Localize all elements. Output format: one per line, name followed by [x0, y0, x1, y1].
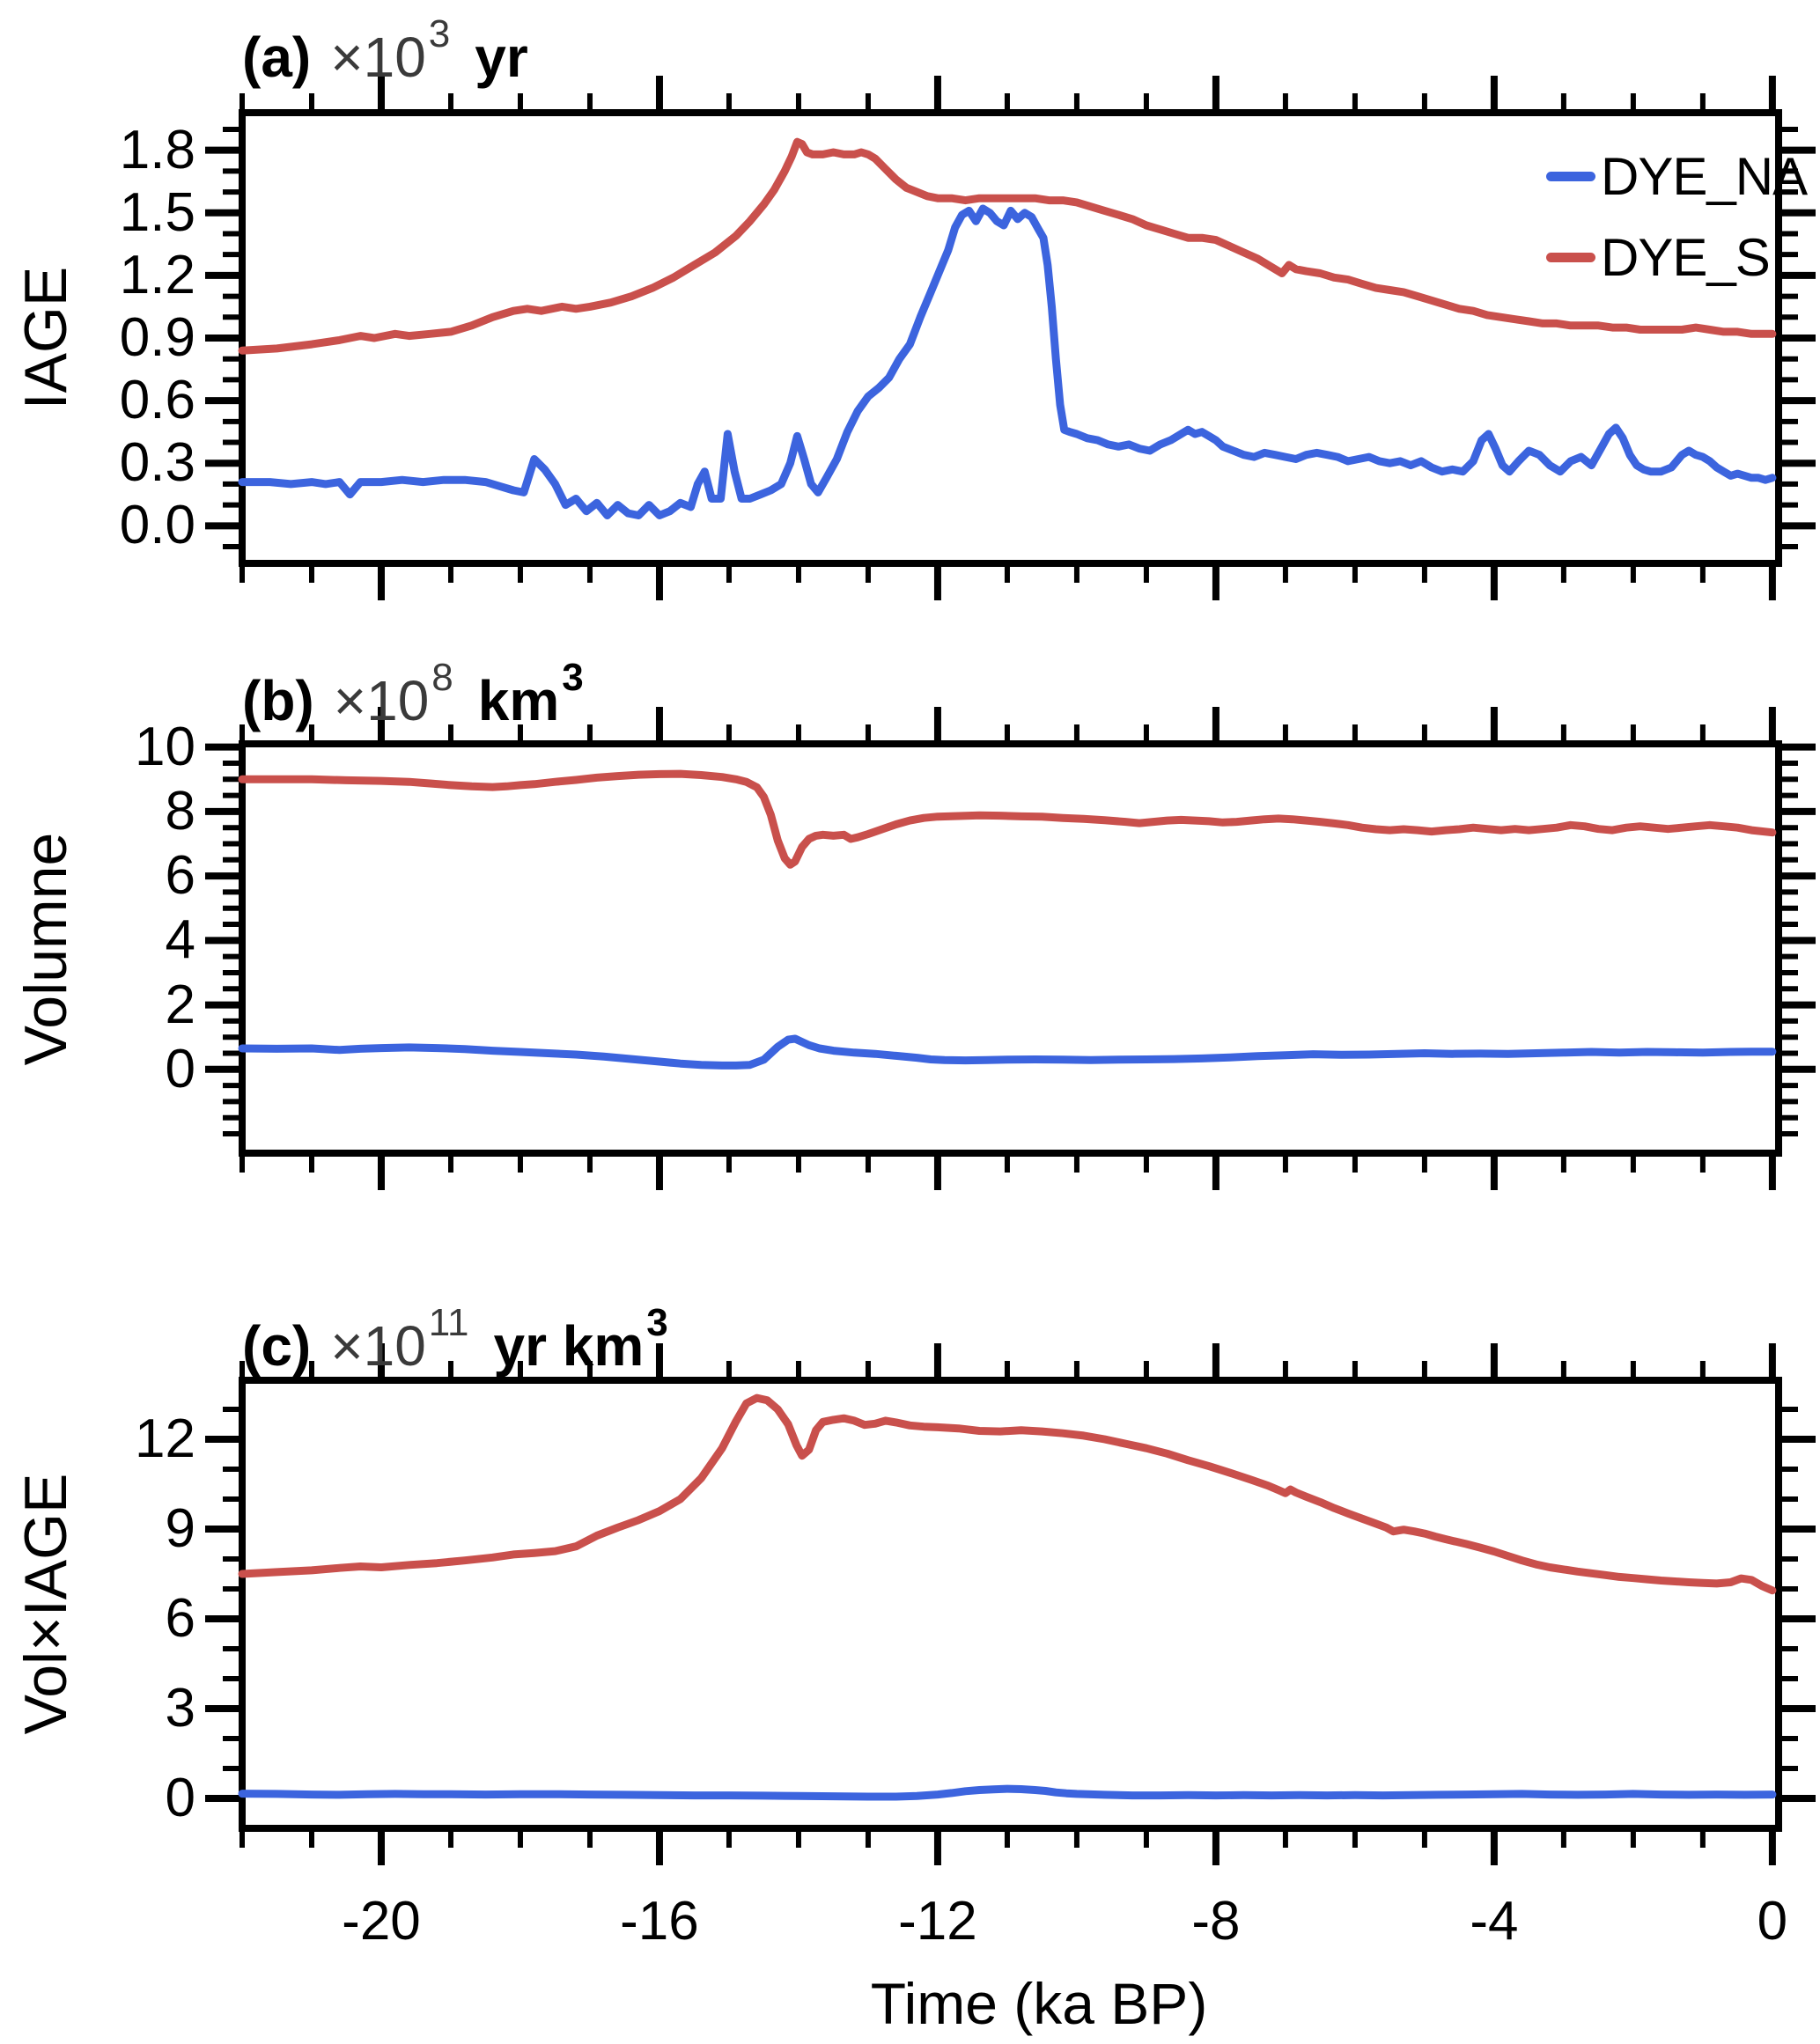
- y-tick-label: 0.3: [119, 432, 195, 494]
- panel-b-frame: [239, 740, 1782, 1157]
- legend-line-icon-dye-s: [1546, 252, 1595, 262]
- y-tick-label: 0.9: [119, 307, 195, 368]
- panel-b-y-axis-label: Volumne: [12, 832, 79, 1066]
- panel-c-scale-factor: ×1011: [330, 1301, 469, 1378]
- legend-item-dye-s: DYE_S: [1546, 227, 1807, 287]
- y-tick-label: 6: [165, 1587, 195, 1649]
- legend-label-dye-s: DYE_S: [1601, 227, 1771, 287]
- dye-s-line-panel-a: [238, 137, 1777, 355]
- y-tick-label: 0.6: [119, 370, 195, 431]
- panel-c-frame: [239, 1377, 1782, 1832]
- y-tick-label: 1.8: [119, 119, 195, 180]
- panel-c-tag: (c): [242, 1314, 312, 1378]
- panel-a-unit: yr: [475, 26, 528, 89]
- panel-a-scale-factor: ×103: [330, 12, 451, 89]
- panel-a-y-axis-label: IAGE: [12, 266, 79, 410]
- y-tick-label: 1.2: [119, 244, 195, 305]
- dye-na-line-panel-a: [238, 204, 1777, 519]
- panel-c-y-axis-label: Vol×IAGE: [12, 1473, 79, 1735]
- y-tick-label: 2: [165, 974, 195, 1035]
- y-tick-label: 8: [165, 780, 195, 842]
- panel-b-unit: km3: [477, 656, 584, 732]
- panel-b-title: (b) ×108 km3: [242, 643, 584, 735]
- legend-item-dye-na: DYE_NA: [1546, 146, 1808, 206]
- y-tick-label: 6: [165, 845, 195, 907]
- panel-c-title: (c) ×1011 yr km3: [242, 1289, 668, 1380]
- x-tick-label: -16: [620, 1891, 699, 1952]
- legend-label-dye-na: DYE_NA: [1601, 146, 1808, 206]
- dye-na-line-panel-c: [238, 1784, 1777, 1801]
- y-tick-label: 4: [165, 909, 195, 971]
- y-tick-label: 12: [135, 1408, 195, 1469]
- legend: DYE_NA DYE_S: [1546, 146, 1808, 287]
- legend-line-icon-dye-na: [1546, 171, 1595, 181]
- y-tick-label: 0: [165, 1038, 195, 1099]
- dye-s-line-panel-b: [238, 769, 1777, 869]
- x-axis-label: Time (ka BP): [870, 1971, 1208, 2036]
- panel-b-scale-factor: ×108: [333, 656, 453, 732]
- y-tick-label: 0: [165, 1767, 195, 1828]
- y-tick-label: 9: [165, 1497, 195, 1559]
- panel-a-title: (a) ×103 yr: [242, 0, 528, 92]
- x-tick-label: -20: [342, 1891, 421, 1952]
- x-tick-label: 0: [1757, 1891, 1788, 1952]
- y-tick-label: 0.0: [119, 495, 195, 556]
- panel-c-unit: yr km3: [493, 1301, 668, 1378]
- panel-a-tag: (a): [242, 26, 312, 89]
- x-tick-label: -4: [1470, 1891, 1519, 1952]
- dye-na-line-panel-b: [238, 1034, 1777, 1070]
- y-tick-label: 3: [165, 1677, 195, 1739]
- y-tick-label: 10: [135, 716, 195, 777]
- panel-b-exponent: 8: [431, 656, 453, 699]
- dye-s-line-panel-c: [238, 1393, 1777, 1595]
- panel-a-exponent: 3: [428, 12, 451, 55]
- y-tick-label: 1.5: [119, 181, 195, 243]
- panel-b-tag: (b): [242, 669, 314, 732]
- x-tick-label: -12: [898, 1891, 977, 1952]
- x-tick-label: -8: [1191, 1891, 1241, 1952]
- panel-c-exponent: 11: [428, 1301, 469, 1344]
